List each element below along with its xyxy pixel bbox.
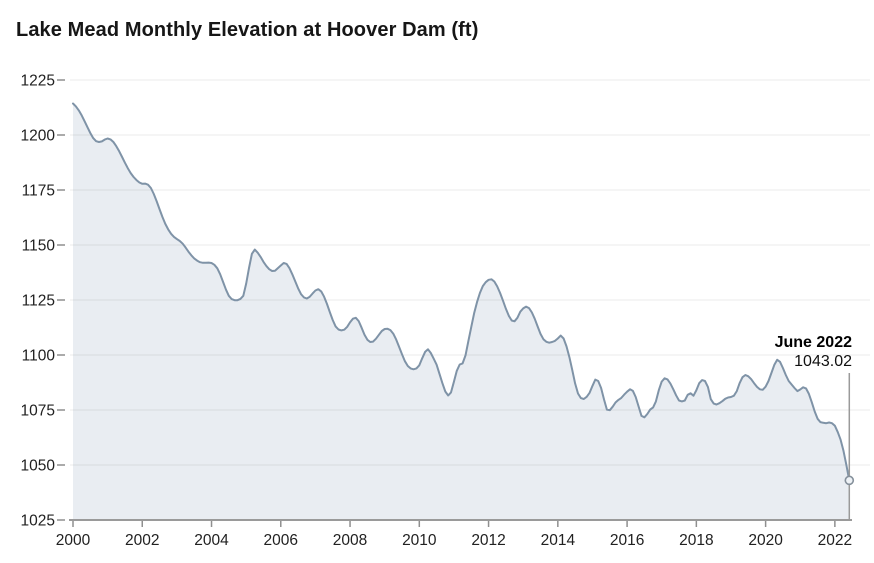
y-axis-label-1150: 1150 bbox=[22, 238, 56, 255]
end-point-annotation: June 2022 1043.02 bbox=[775, 333, 852, 371]
annotation-date-label: June 2022 bbox=[774, 334, 852, 351]
x-axis-label-2012: 2012 bbox=[471, 532, 505, 549]
x-axis-label-2006: 2006 bbox=[264, 532, 298, 549]
y-axis-label-1200: 1200 bbox=[21, 128, 56, 145]
x-axis-label-2016: 2016 bbox=[610, 532, 644, 549]
x-axis-label-2008: 2008 bbox=[333, 532, 367, 549]
chart-title: Lake Mead Monthly Elevation at Hoover Da… bbox=[16, 19, 479, 41]
x-axis-label-2002: 2002 bbox=[125, 532, 159, 549]
x-axis-label-2020: 2020 bbox=[748, 532, 783, 549]
y-axis-label-1075: 1075 bbox=[21, 403, 55, 420]
y-axis-label-1175: 1175 bbox=[22, 183, 55, 200]
y-axis-label-1100: 1100 bbox=[22, 348, 56, 365]
x-axis-label-2004: 2004 bbox=[194, 532, 229, 549]
x-axis-label-2018: 2018 bbox=[679, 532, 713, 549]
x-axis-label-2000: 2000 bbox=[56, 532, 91, 549]
y-axis-label-1125: 1125 bbox=[22, 293, 55, 310]
x-axis-label-2014: 2014 bbox=[541, 532, 576, 549]
y-axis-label-1225: 1225 bbox=[21, 73, 55, 90]
y-axis-label-1025: 1025 bbox=[21, 513, 55, 530]
end-point-marker bbox=[844, 475, 855, 486]
y-axis-label-1050: 1050 bbox=[21, 458, 56, 475]
annotation-value-label: 1043.02 bbox=[794, 353, 852, 370]
x-axis-label-2010: 2010 bbox=[402, 532, 437, 549]
elevation-area-fill bbox=[73, 103, 850, 520]
x-axis-label-2022: 2022 bbox=[818, 532, 852, 549]
elevation-line bbox=[72, 102, 851, 482]
